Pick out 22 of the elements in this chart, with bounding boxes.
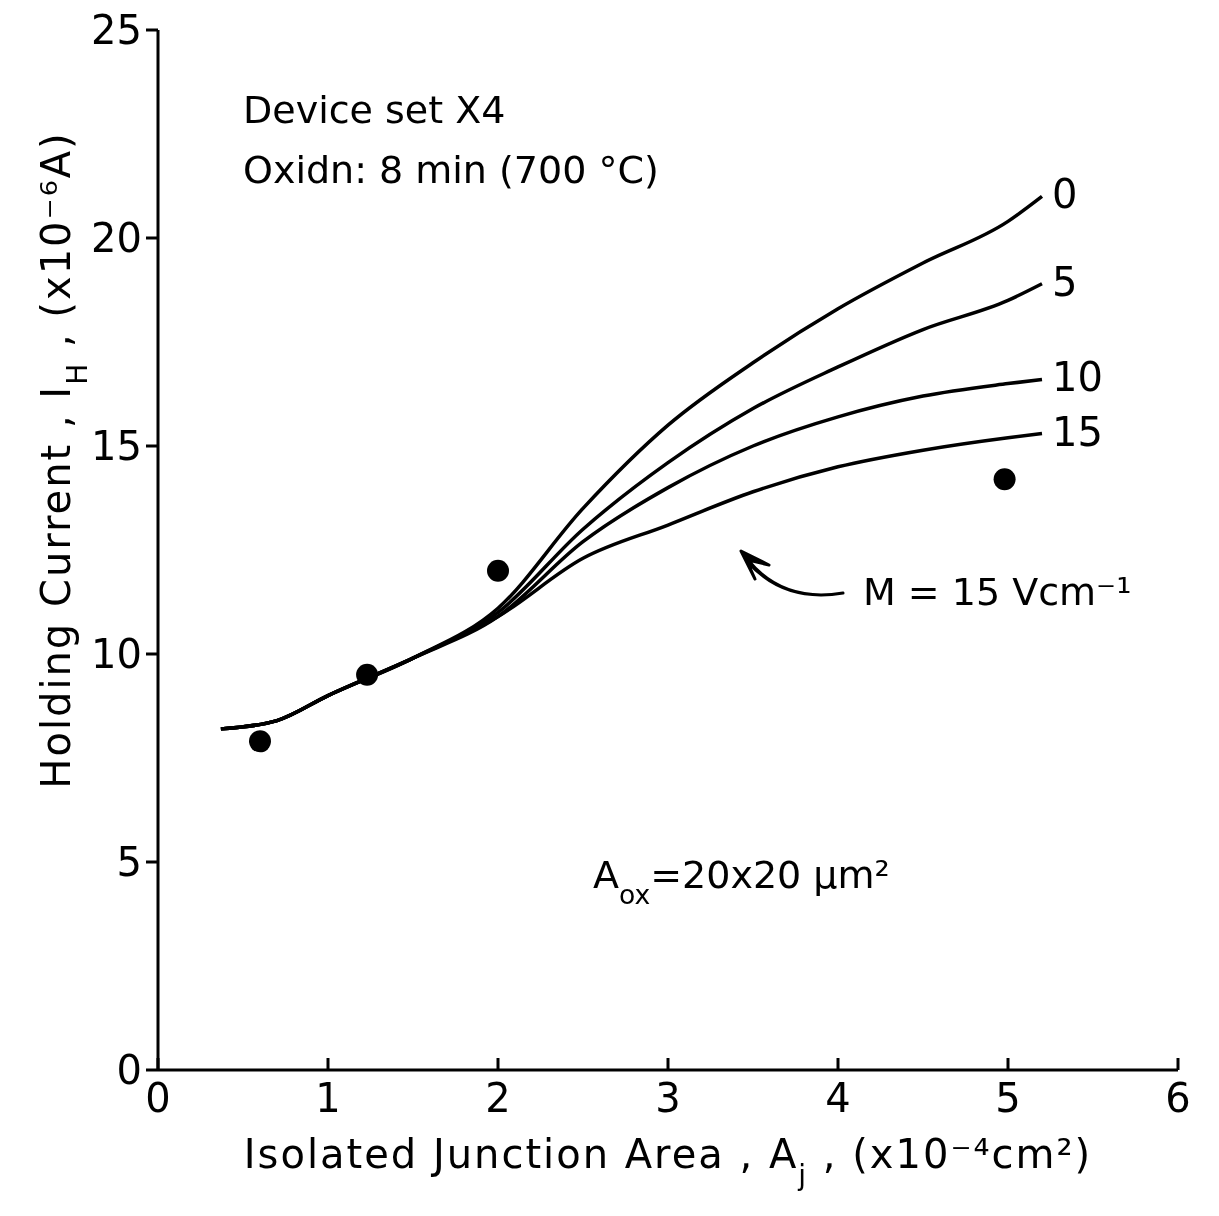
x-tick-label: 0 [145,1075,171,1121]
series-label: 10 [1052,354,1103,401]
y-tick-label: 15 [91,423,142,469]
annotation: Device set X4 [243,88,506,132]
y-tick-label: 0 [116,1047,142,1093]
y-tick-label: 20 [91,215,142,261]
series-label: 0 [1052,171,1078,218]
y-tick-label: 25 [91,7,142,53]
x-tick-label: 3 [655,1075,681,1121]
x-tick-label: 1 [315,1075,341,1121]
annotation: A$_{ox}$=20x20 μm² [593,853,890,910]
series-label: 5 [1052,258,1078,305]
series-label: 15 [1052,408,1103,455]
y-tick-label: 10 [91,631,142,677]
x-tick-label: 4 [825,1075,851,1121]
x-tick-label: 5 [995,1075,1021,1121]
annotation: M = 15 Vcm⁻¹ [863,570,1132,614]
y-tick-label: 5 [116,839,142,885]
x-axis-title: Isolated Junction Area , A$_{j}$ , (x10⁻⁴cm²) [243,1131,1093,1192]
annotation: Oxidn: 8 min (700 °C) [243,148,659,192]
x-tick-label: 6 [1165,1075,1191,1121]
x-tick-label: 2 [485,1075,511,1121]
